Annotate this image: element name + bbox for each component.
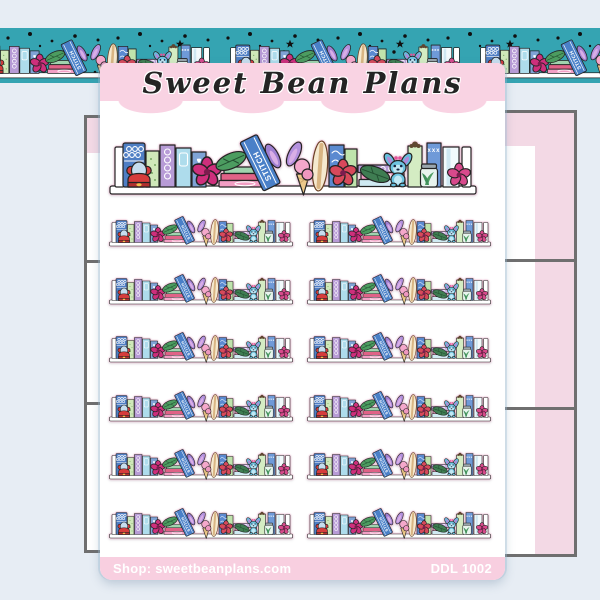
shop-url: Shop: sweetbeanplans.com bbox=[113, 561, 292, 576]
small-sticker bbox=[306, 390, 492, 425]
sheet-code: DDL 1002 bbox=[430, 561, 492, 576]
large-sticker bbox=[107, 132, 479, 202]
scallop-edge bbox=[100, 100, 505, 121]
small-sticker bbox=[108, 215, 294, 250]
small-sticker bbox=[108, 390, 294, 425]
planner-sidebar-column bbox=[535, 113, 574, 554]
small-sticker bbox=[108, 448, 294, 483]
small-sticker bbox=[306, 507, 492, 542]
small-sticker bbox=[108, 331, 294, 366]
small-sticker bbox=[108, 507, 294, 542]
small-sticker bbox=[306, 215, 492, 250]
small-sticker bbox=[306, 273, 492, 308]
small-sticker bbox=[108, 273, 294, 308]
sheet-header bbox=[100, 63, 505, 101]
sticker-sheet: Sweet Bean Plans Shop: sweetbeanplans.co… bbox=[100, 63, 505, 580]
small-sticker bbox=[306, 448, 492, 483]
brand-title: Sweet Bean Plans bbox=[142, 66, 463, 100]
small-sticker bbox=[306, 331, 492, 366]
sheet-footer: Shop: sweetbeanplans.com DDL 1002 bbox=[100, 557, 505, 580]
